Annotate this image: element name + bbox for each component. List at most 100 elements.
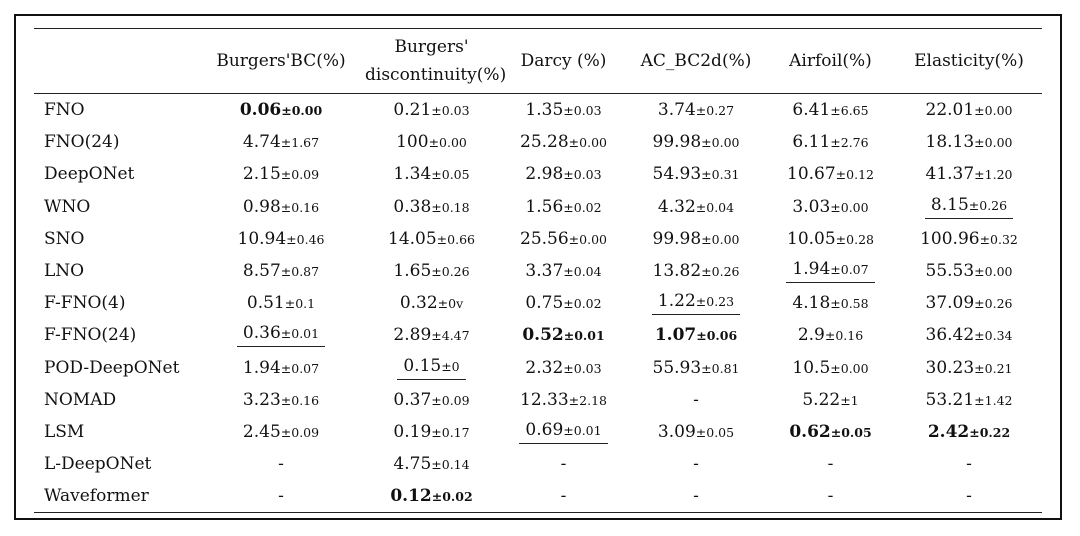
table-cell: 8.57±0.87: [199, 255, 363, 287]
table-cell: 1.34±0.05: [363, 158, 500, 190]
cell-value-group: 0.21±0.03: [393, 100, 469, 120]
cell-mean: -: [827, 454, 834, 475]
cell-mean: 14.05: [388, 228, 437, 249]
cell-value-group: 0.15±0: [397, 356, 466, 380]
results-table: Burgers'BC(%) Burgers' discontinuity(%) …: [34, 28, 1042, 513]
cell-std: ±0.00: [701, 231, 740, 247]
cell-std: ±0.01: [280, 326, 320, 342]
header-burgers-discontinuity-line2: discontinuity(%): [365, 65, 507, 85]
table-cell: 14.05±0.66: [363, 223, 500, 255]
cell-std: ±0.16: [824, 328, 864, 344]
table-cell: 30.23±0.21: [896, 352, 1042, 384]
cell-std: ±0.07: [830, 262, 869, 278]
cell-std: ±0.00: [281, 103, 323, 119]
cell-mean: 2.42: [927, 421, 970, 442]
cell-mean: 5.22: [802, 389, 841, 410]
cell-mean: 1.94: [792, 259, 831, 280]
cell-std: ±0.09: [280, 424, 320, 440]
cell-value-group: -: [828, 454, 834, 474]
cell-mean: 0.75: [525, 293, 564, 314]
row-model-name: F-FNO(24): [44, 325, 137, 346]
cell-value-group: -: [966, 486, 972, 506]
cell-mean: 18.13: [925, 132, 975, 153]
cell-value-group: 99.98±0.00: [653, 229, 740, 249]
cell-std: ±0.00: [428, 135, 467, 151]
cell-mean: 3.74: [657, 100, 696, 121]
table-row: FNO 0.06±0.00 0.21±0.03 1.35±0.03 3.74±0.27 6…: [34, 94, 1042, 127]
cell-mean: 4.18: [792, 293, 831, 314]
cell-value-group: 0.75±0.02: [525, 293, 601, 313]
cell-value-group: 2.89±4.47: [393, 325, 469, 345]
table-cell: 8.15±0.26: [896, 191, 1042, 223]
cell-value-group: 54.93±0.31: [653, 164, 740, 184]
cell-mean: 0.69: [525, 419, 564, 440]
cell-value-group: 1.56±0.02: [525, 197, 601, 217]
table-cell: 25.56±0.00: [500, 223, 627, 255]
table-cell: 5.22±1: [765, 384, 896, 416]
cell-std: ±0.26: [701, 264, 740, 280]
cell-value-group: 2.42±0.22: [928, 422, 1010, 442]
table-cell: 37.09±0.26: [896, 287, 1042, 319]
cell-std: ±6.65: [830, 103, 869, 119]
table-cell: -: [500, 480, 627, 513]
cell-std: ±0.18: [431, 199, 470, 215]
cell-value-group: 2.45±0.09: [243, 422, 319, 442]
cell-mean: 2.98: [525, 164, 564, 185]
cell-std: ±0.02: [563, 199, 602, 215]
cell-std: ±0v: [437, 296, 464, 312]
cell-value-group: 3.03±0.00: [792, 197, 868, 217]
row-model-name: NOMAD: [44, 389, 117, 410]
table-cell: 22.01±0.00: [896, 94, 1042, 127]
cell-mean: 0.19: [393, 421, 432, 442]
cell-value-group: 53.21±1.42: [926, 390, 1013, 410]
cell-std: ±0.27: [695, 103, 735, 119]
cell-mean: 10.94: [237, 228, 287, 249]
cell-mean: 8.57: [242, 261, 281, 282]
table-frame: Burgers'BC(%) Burgers' discontinuity(%) …: [14, 14, 1062, 520]
cell-value-group: 14.05±0.66: [388, 229, 475, 249]
cell-std: ±0.22: [969, 424, 1011, 440]
cell-mean: 6.11: [792, 132, 831, 153]
table-cell: 55.53±0.00: [896, 255, 1042, 287]
table-cell: 10.94±0.46: [199, 223, 363, 255]
table-cell: 2.32±0.03: [500, 352, 627, 384]
cell-mean: 2.32: [525, 357, 564, 378]
cell-std: ±0.02: [431, 489, 473, 505]
table-cell: 55.93±0.81: [627, 352, 765, 384]
cell-value-group: 0.37±0.09: [393, 390, 469, 410]
cell-mean: 0.62: [789, 421, 831, 442]
table-cell: 100.96±0.32: [896, 223, 1042, 255]
cell-value-group: 3.74±0.27: [658, 100, 734, 120]
cell-value-group: 1.22±0.23: [651, 291, 741, 316]
header-elasticity: Elasticity(%): [914, 51, 1024, 71]
cell-mean: 55.53: [925, 261, 975, 282]
cell-value-group: 10.05±0.28: [787, 229, 874, 249]
table-cell: 6.11±2.76: [765, 126, 896, 158]
header-airfoil: Airfoil(%): [789, 51, 872, 71]
cell-value-group: 6.11±2.76: [792, 132, 868, 152]
table-cell: -: [765, 480, 896, 513]
cell-std: ±0.26: [968, 197, 1008, 213]
cell-value-group: -: [278, 486, 284, 506]
cell-std: ±0.12: [835, 167, 874, 183]
row-model-name: WNO: [44, 196, 91, 217]
table-cell: 2.42±0.22: [896, 416, 1042, 448]
cell-std: ±0.01: [563, 422, 602, 438]
cell-value-group: 5.22±1: [802, 390, 858, 410]
cell-value-group: 10.94±0.46: [238, 229, 325, 249]
cell-mean: 0.37: [393, 389, 432, 410]
table-cell: 4.74±1.67: [199, 126, 363, 158]
table-cell: 0.38±0.18: [363, 191, 500, 223]
cell-value-group: 1.35±0.03: [525, 100, 601, 120]
table-cell: 0.21±0.03: [363, 94, 500, 127]
table-row: LNO 8.57±0.87 1.65±0.26 3.37±0.04 13.82±0.26…: [34, 255, 1042, 287]
cell-std: ±1.20: [974, 167, 1013, 183]
table-cell: 13.82±0.26: [627, 255, 765, 287]
table-cell: -: [627, 384, 765, 416]
cell-mean: 0.36: [242, 323, 281, 344]
cell-mean: 53.21: [925, 389, 975, 410]
table-cell: 0.36±0.01: [199, 319, 363, 351]
table-cell: 10.05±0.28: [765, 223, 896, 255]
table-cell: 3.74±0.27: [627, 94, 765, 127]
cell-value-group: 0.98±0.16: [243, 197, 319, 217]
